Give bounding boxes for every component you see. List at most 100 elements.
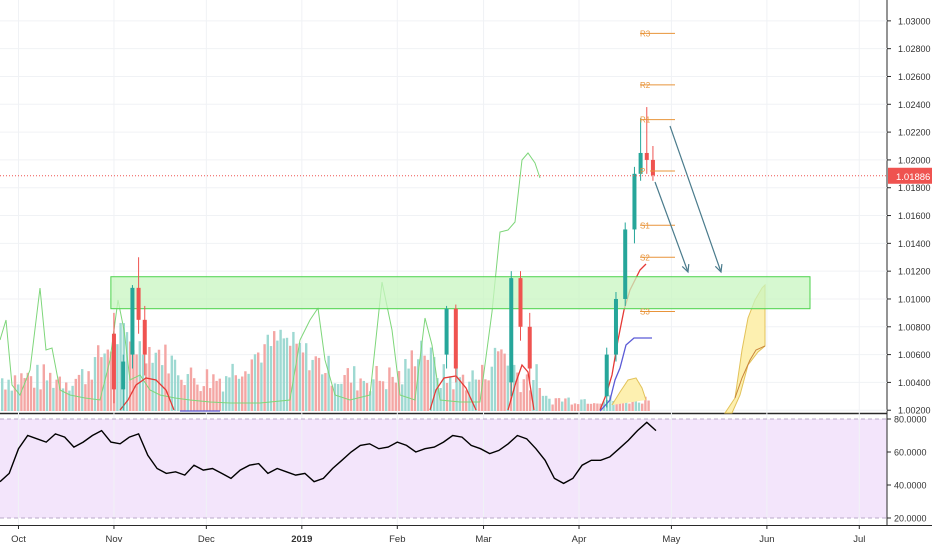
volume-bar (324, 373, 327, 411)
volume-bar (196, 384, 199, 411)
rsi-axis-label: 60.0000 (894, 448, 927, 458)
volume-bar (359, 378, 362, 411)
resistance-zone-group (110, 276, 811, 310)
volume-bar (429, 347, 433, 411)
volume-bar (583, 399, 586, 411)
volume-bar (266, 334, 269, 411)
rsi-axis-label: 80.0000 (894, 415, 927, 425)
volume-bar (138, 341, 141, 411)
volume-bar (186, 374, 189, 411)
rsi-axis-label: 40.0000 (894, 481, 927, 491)
volume-bar (362, 380, 365, 411)
volume-bar (321, 374, 324, 411)
volume-bar (452, 389, 455, 411)
pivot-label: S3 (640, 307, 650, 316)
rsi-line-group (0, 421, 657, 485)
volume-bar (433, 357, 436, 411)
candle-body (527, 326, 532, 369)
volume-bar (506, 365, 509, 411)
forecast-arrow-2-head (714, 263, 723, 274)
volume-bar (177, 375, 180, 411)
volume-bar (458, 377, 461, 411)
price-axis-label: 1.01800 (898, 183, 931, 193)
volume-bar (52, 387, 55, 411)
volume-bar (545, 395, 548, 411)
volume-bar (487, 380, 490, 411)
volume-bar (519, 392, 522, 411)
volume-bar (628, 403, 631, 411)
volume-bar (474, 379, 477, 411)
volume-bar (596, 403, 599, 411)
pivot-label: R2 (640, 81, 651, 90)
volume-bar (493, 347, 497, 411)
volume-bar (385, 389, 388, 411)
volume-bar (381, 381, 385, 411)
volume-bar (26, 372, 29, 411)
indicator-red-line (119, 263, 647, 411)
volume-bar (263, 344, 266, 411)
volume-bar (135, 354, 138, 411)
time-axis-label: Apr (572, 534, 587, 545)
volume-bar (593, 403, 596, 411)
volume-bar (183, 385, 186, 411)
candle-body (444, 308, 449, 355)
volume-bar (497, 351, 500, 411)
price-axis-label: 1.00800 (898, 322, 931, 332)
volume-bar (337, 384, 340, 411)
forecast-arrows (654, 125, 723, 274)
volume-bar (634, 396, 637, 411)
volume-bar (330, 385, 333, 411)
volume-bar (189, 367, 193, 411)
candle-body (130, 287, 135, 355)
volume-bar (551, 404, 554, 411)
volume-bar (570, 404, 573, 411)
volume-bar (343, 375, 346, 411)
indicator-green-line (0, 152, 541, 404)
volume-bar (55, 379, 58, 411)
volume-bar (554, 398, 557, 411)
volume-bar (205, 369, 209, 411)
volume-bar (170, 355, 173, 411)
volume-bar (612, 400, 615, 411)
resistance-zone (110, 276, 811, 310)
volume-bar (17, 384, 20, 411)
volume-bar (23, 378, 26, 411)
volume-bar (93, 357, 97, 411)
volume-bar (109, 351, 113, 411)
volume-bar (388, 367, 391, 411)
volume-bar (202, 386, 205, 411)
indicator-lines (0, 152, 766, 414)
volume-bar (391, 376, 394, 411)
volume-bar (394, 382, 397, 411)
price-axis-label: 1.03000 (898, 16, 931, 26)
volume-bar (244, 371, 247, 411)
candle-body (453, 308, 458, 369)
volume-bar (218, 378, 221, 411)
volume-bar (157, 349, 161, 411)
price-axis-label: 1.01200 (898, 267, 931, 277)
projection-small-area (611, 377, 647, 406)
volume-bar (151, 362, 154, 411)
volume-bar (279, 329, 282, 411)
volume-bar (577, 404, 580, 411)
volume-bar (641, 403, 644, 411)
axis-labels: 1.03000 1.02800 1.02600 1.02400 1.02200 1.020… (11, 16, 932, 545)
volume-bar (500, 349, 503, 411)
volume-bar (356, 390, 359, 411)
candles (111, 107, 655, 411)
candle-body (604, 354, 609, 397)
volume-bar (285, 337, 289, 411)
price-axis-label: 1.02000 (898, 155, 931, 165)
pivot-label: S1 (640, 221, 650, 230)
volume-bar (106, 349, 109, 411)
volume-bar (132, 350, 135, 411)
volume-bar (477, 379, 481, 411)
volume-bar (407, 368, 410, 411)
volume-bar (61, 388, 65, 411)
volume-bar (535, 364, 538, 411)
volume-bar (529, 390, 532, 411)
price-axis-label: 1.00400 (898, 378, 931, 388)
volume-bar (33, 387, 36, 411)
volume-bar (436, 378, 439, 411)
